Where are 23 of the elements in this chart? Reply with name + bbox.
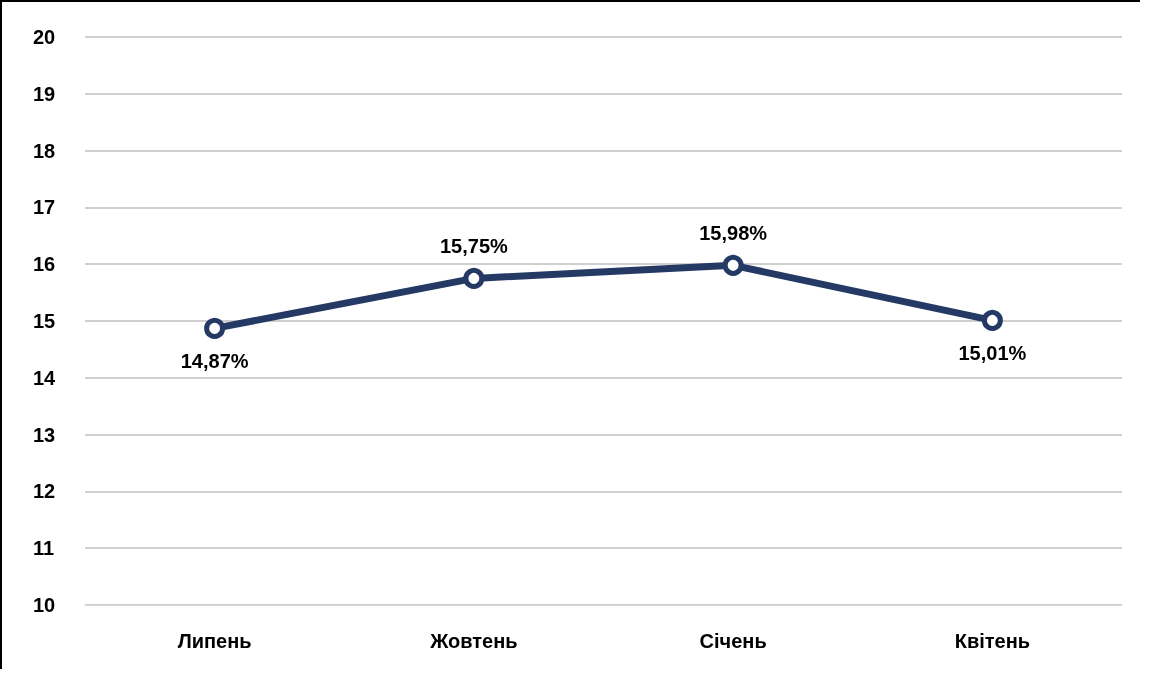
x-tick-label: Січень xyxy=(699,630,767,652)
y-tick-label: 12 xyxy=(33,480,56,503)
data-label: 15,01% xyxy=(958,341,1027,364)
y-tick-label: 10 xyxy=(33,594,56,616)
x-tick-label: Липень xyxy=(177,630,252,652)
y-tick-label: 11 xyxy=(33,537,55,560)
data-label: 14,87% xyxy=(180,349,249,372)
y-tick-label: 14 xyxy=(33,366,57,389)
point xyxy=(722,254,744,276)
data-label: 15,75% xyxy=(439,234,508,257)
y-tick-label: 15 xyxy=(33,310,56,332)
point xyxy=(981,309,1003,331)
y-tick-label: 20 xyxy=(33,26,56,48)
y-tick-label: 18 xyxy=(33,139,56,162)
y-tick-label: 19 xyxy=(33,82,56,105)
x-tick-label: Жовтень xyxy=(429,630,518,652)
point xyxy=(463,267,485,289)
data-label: 15,98% xyxy=(699,221,768,244)
x-tick-label: Квітень xyxy=(954,630,1031,652)
y-tick-label: 16 xyxy=(33,253,56,276)
point xyxy=(204,317,226,339)
y-tick-label: 13 xyxy=(33,423,56,446)
y-tick-label: 17 xyxy=(33,196,56,219)
